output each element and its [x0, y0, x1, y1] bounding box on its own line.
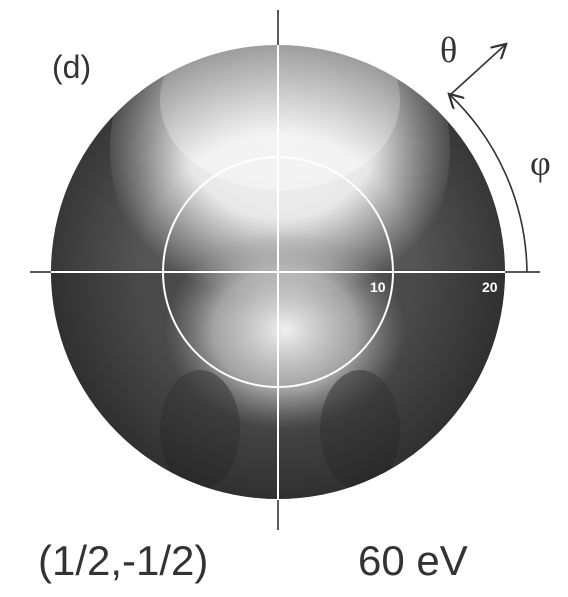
page: (d) θ φ 10 20 (1/2,-1/2) 60 eV (() => { …: [0, 0, 568, 592]
ring-label: 10: [370, 279, 386, 295]
theta-label: θ: [440, 30, 457, 70]
theta-arrow: [450, 45, 505, 95]
intensity-map: [40, 0, 520, 510]
panel-label: (d): [52, 49, 91, 85]
ring-label: 20: [482, 279, 498, 295]
phi-label: φ: [530, 143, 551, 183]
beam-label: (1/2,-1/2): [38, 537, 208, 584]
energy-label: 60 eV: [358, 537, 468, 584]
figure-panel: (d) θ φ 10 20 (1/2,-1/2) 60 eV: [0, 0, 568, 592]
